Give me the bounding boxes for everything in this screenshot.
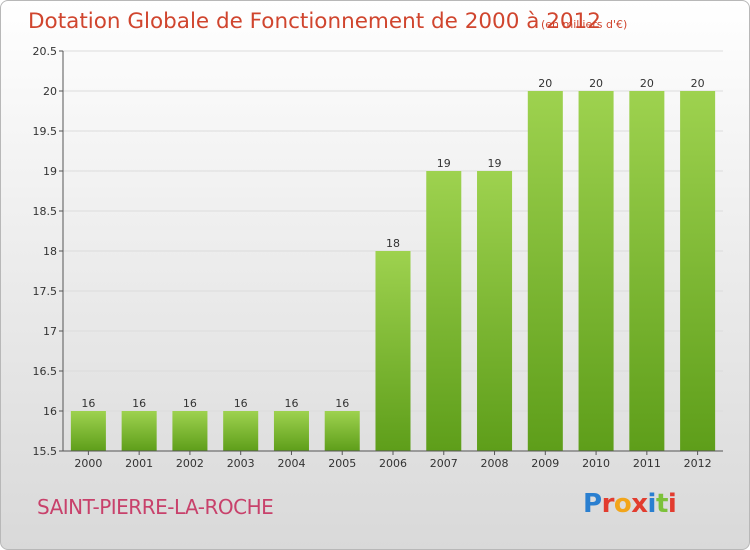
bar-2007	[426, 171, 462, 451]
data-label-2011: 20	[640, 77, 654, 90]
bar-2000	[70, 411, 106, 451]
x-tick-label: 2010	[582, 457, 610, 470]
bar-2010	[578, 91, 614, 451]
bar-2011	[629, 91, 665, 451]
data-label-2012: 20	[691, 77, 705, 90]
bar-2002	[172, 411, 208, 451]
logo-letter: o	[613, 489, 632, 519]
y-tick-label: 20.5	[33, 45, 58, 58]
logo-letter: t	[655, 489, 668, 519]
y-tick-label: 15.5	[33, 445, 58, 458]
labels: 15.5 16 16.5 17 17.5 18 18.5 19 19.5 20 20.5 16 2000…	[33, 45, 712, 470]
bar-2006	[375, 251, 411, 451]
logo-letter: i	[647, 489, 657, 519]
data-label-2010: 20	[589, 77, 603, 90]
x-tick-label: 2012	[684, 457, 712, 470]
data-label-2004: 16	[284, 397, 298, 410]
x-tick-label: 2003	[227, 457, 255, 470]
x-tick-label: 2005	[328, 457, 356, 470]
data-label-2005: 16	[335, 397, 349, 410]
bar-2005	[324, 411, 360, 451]
data-label-2001: 16	[132, 397, 146, 410]
logo-letter: x	[631, 489, 648, 519]
data-label-2003: 16	[234, 397, 248, 410]
y-tick-label: 19	[43, 165, 57, 178]
y-tick-label: 20	[43, 85, 57, 98]
x-tick-label: 2011	[633, 457, 661, 470]
axes	[59, 50, 723, 455]
x-tick-label: 2004	[277, 457, 305, 470]
bar-2012	[680, 91, 716, 451]
x-tick-label: 2002	[176, 457, 204, 470]
data-label-2009: 20	[538, 77, 552, 90]
data-label-2002: 16	[183, 397, 197, 410]
y-tick-label: 18.5	[33, 205, 58, 218]
data-label-2006: 18	[386, 237, 400, 250]
x-tick-label: 2006	[379, 457, 407, 470]
logo-letter: P	[583, 489, 602, 519]
commune-name: SAINT-PIERRE-LA-ROCHE	[37, 495, 274, 519]
x-tick-label: 2001	[125, 457, 153, 470]
data-label-2000: 16	[81, 397, 95, 410]
bar-2003	[223, 411, 259, 451]
proxiti-logo[interactable]: Proxiti	[583, 489, 677, 519]
x-tick-label: 2008	[481, 457, 509, 470]
bars	[70, 91, 716, 451]
logo-letter: i	[667, 489, 677, 519]
logo-letter: r	[601, 489, 615, 519]
y-tick-label: 16	[43, 405, 57, 418]
x-tick-label: 2007	[430, 457, 458, 470]
y-tick-label: 17	[43, 325, 57, 338]
chart-title: Dotation Globale de Fonctionnement de 20…	[28, 9, 601, 34]
bar-2008	[477, 171, 513, 451]
bar-2009	[527, 91, 563, 451]
y-tick-label: 17.5	[33, 285, 58, 298]
bar-2004	[273, 411, 309, 451]
x-tick-label: 2009	[531, 457, 559, 470]
y-tick-label: 16.5	[33, 365, 58, 378]
y-tick-label: 18	[43, 245, 57, 258]
chart-unit-label: (en milliers d'€)	[541, 18, 628, 31]
x-tick-label: 2000	[74, 457, 102, 470]
bar-2001	[121, 411, 157, 451]
data-label-2007: 19	[437, 157, 451, 170]
data-label-2008: 19	[488, 157, 502, 170]
y-tick-label: 19.5	[33, 125, 58, 138]
